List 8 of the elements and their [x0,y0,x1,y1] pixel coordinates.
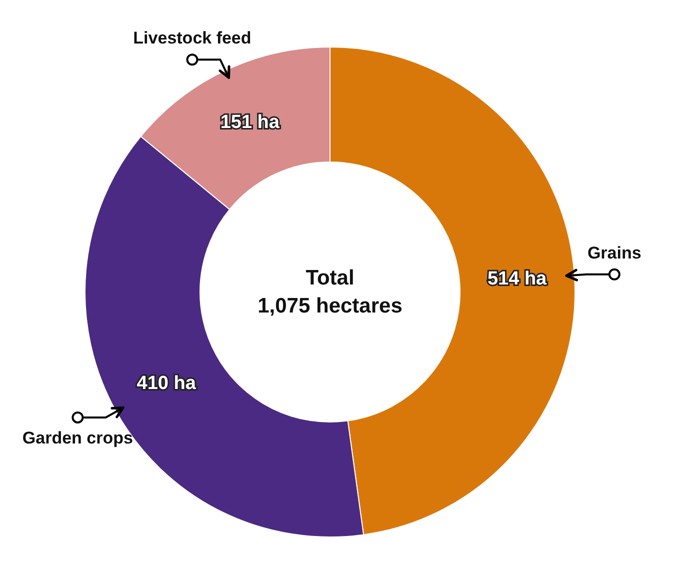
slice-label: Grains [587,243,642,262]
data-label: 151 ha [220,112,280,133]
text: Total [306,266,354,290]
slice-label: Livestock feed [133,28,252,48]
slice-label: Garden crops [22,428,133,448]
text: 1,075 hectares [258,294,402,318]
data-label: 514 ha [487,268,548,290]
data-label: 410 ha [136,373,196,394]
